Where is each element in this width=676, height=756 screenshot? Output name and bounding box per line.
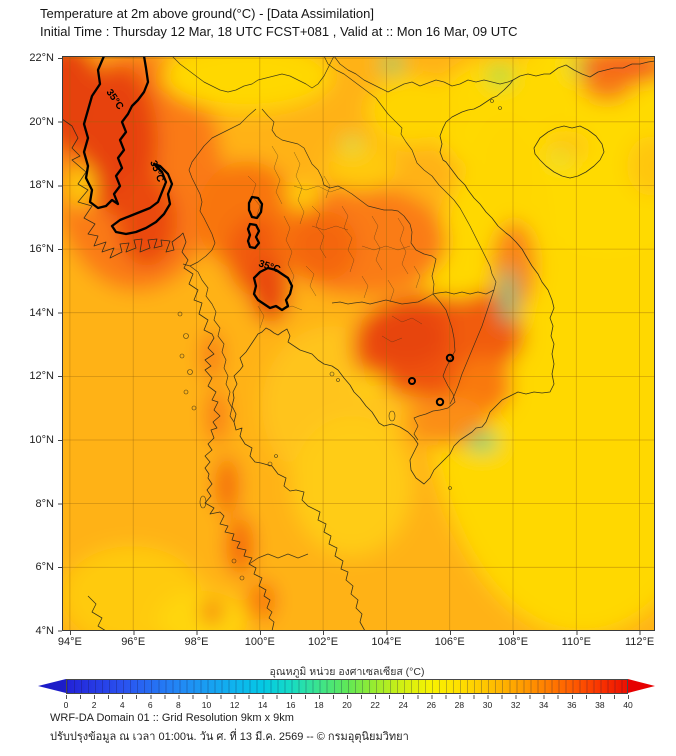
colorbar-minor-ticks: [66, 695, 629, 699]
map-frame: [62, 56, 655, 631]
longitude-tick-label: 96°E: [121, 636, 146, 648]
latitude-axis: 22°N 20°N 18°N 16°N 14°N 12°N 10°N 8°N 6°N 4°N: [0, 52, 62, 637]
colorbar-tick-label: 6: [147, 700, 153, 710]
latitude-tick-label: 16°N: [29, 243, 54, 256]
longitude-tick-label: 102°E: [308, 636, 339, 648]
colorbar-tick-label: 0: [63, 700, 69, 710]
colorbar-tick-label: 36: [567, 700, 577, 710]
latitude-tick-label: 18°N: [29, 179, 54, 192]
colorbar-left-arrow: [38, 679, 66, 693]
colorbar-tick-label: 34: [538, 700, 549, 710]
page-title: Temperature at 2m above ground(°C) - [Da…: [40, 6, 374, 21]
colorbar-tick-label: 32: [510, 700, 521, 710]
coastlines: [61, 60, 656, 632]
country-borders: [171, 55, 514, 565]
colorbar-tick-label: 38: [595, 700, 605, 710]
longitude-tick-marks: [69, 631, 641, 635]
longitude-tick-label: 112°E: [624, 636, 655, 648]
grid-lines: [62, 56, 655, 631]
latitude-tick-label: 10°N: [29, 433, 54, 446]
longitude-tick-label: 110°E: [561, 636, 591, 648]
latitude-tick-label: 6°N: [35, 561, 54, 574]
colorbar-gradient: [66, 679, 628, 694]
longitude-axis: 94°E 96°E 98°E 100°E 102°E 104°E 106°E 108°E 110…: [58, 634, 655, 650]
colorbar: [38, 679, 655, 694]
colorbar-right-arrow: [628, 679, 655, 693]
colorbar-tick-label: 26: [426, 700, 437, 710]
colorbar-tick-label: 30: [482, 700, 493, 710]
latitude-tick-label: 22°N: [29, 52, 54, 65]
colorbar-tick-label: 28: [454, 700, 465, 710]
colorbar-title: อุณหภูมิ หน่วย องศาเซลเซียส (°C): [269, 666, 425, 678]
latitude-tick-label: 12°N: [29, 370, 54, 383]
colorbar-tick-label: 12: [229, 700, 240, 710]
page-subtitle: Initial Time : Thursday 12 Mar, 18 UTC F…: [40, 24, 518, 39]
temp-contour-35c: [82, 54, 455, 407]
latitude-tick-label: 8°N: [35, 497, 54, 510]
colorbar-tick-label: 4: [119, 700, 125, 710]
longitude-tick-label: 94°E: [57, 636, 82, 648]
colorbar-tick-label: 8: [176, 700, 181, 710]
footer-update-info: ปรับปรุงข้อมูล ณ เวลา 01:00น. วัน ศ. ที่…: [50, 731, 409, 743]
colorbar-tick-label: 40: [623, 700, 633, 710]
colorbar-tick-label: 14: [257, 700, 268, 710]
latitude-tick-label: 20°N: [29, 115, 54, 128]
longitude-tick-label: 108°E: [497, 636, 529, 648]
latitude-tick-label: 14°N: [29, 306, 54, 319]
colorbar-tick-label: 22: [370, 700, 380, 710]
footer-domain-info: WRF-DA Domain 01 :: Grid Resolution 9km …: [50, 712, 294, 724]
colorbar-tick-label: 16: [286, 700, 296, 710]
colorbar-tick-label: 24: [398, 700, 408, 710]
map-area: 35°C 35°C 35°C: [61, 54, 656, 632]
longitude-tick-label: 104°E: [371, 636, 402, 648]
longitude-tick-label: 98°E: [184, 636, 209, 648]
map-canvas: 35°C 35°C 35°C: [61, 54, 656, 632]
island-outlines: [177, 99, 502, 581]
colorbar-tick-label: 10: [201, 700, 212, 710]
colorbar-tick-label: 20: [342, 700, 352, 710]
longitude-tick-label: 100°E: [244, 636, 275, 648]
temperature-field: [62, 56, 655, 631]
longitude-tick-label: 106°E: [434, 636, 465, 648]
colorbar-tick-label: 2: [91, 700, 97, 710]
colorbar-tick-label: 18: [314, 700, 324, 710]
colorbar-tick-labels: 0 2 4 6 8 10 12 14 16 18 20 22 24 26 28 30 32 34 36 38 40: [64, 700, 633, 710]
latitude-tick-label: 4°N: [35, 624, 54, 637]
